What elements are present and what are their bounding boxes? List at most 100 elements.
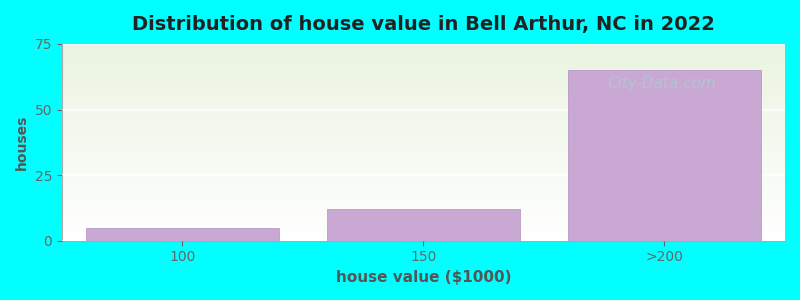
Bar — [62, 205, 785, 206]
Bar — [62, 79, 785, 80]
Bar — [62, 147, 785, 148]
Bar — [62, 187, 785, 188]
Bar — [62, 126, 785, 127]
Bar — [62, 120, 785, 121]
Bar — [62, 82, 785, 83]
Bar — [62, 99, 785, 100]
Bar — [62, 141, 785, 142]
Bar — [62, 182, 785, 183]
Bar — [62, 124, 785, 126]
Bar — [62, 145, 785, 146]
Bar — [62, 181, 785, 182]
Bar — [62, 116, 785, 117]
Bar — [62, 117, 785, 118]
Bar — [62, 152, 785, 153]
Bar — [62, 190, 785, 191]
Bar — [62, 142, 785, 143]
Bar — [62, 166, 785, 167]
Bar — [62, 184, 785, 186]
Bar — [62, 51, 785, 52]
Bar — [62, 211, 785, 212]
Bar — [62, 83, 785, 84]
Bar — [62, 232, 785, 233]
Bar — [62, 224, 785, 225]
Bar — [62, 72, 785, 74]
Bar — [62, 156, 785, 157]
Bar — [62, 74, 785, 75]
Bar — [62, 115, 785, 116]
Bar — [62, 48, 785, 49]
Bar — [62, 101, 785, 102]
Bar — [62, 92, 785, 93]
Bar — [62, 94, 785, 95]
Bar — [62, 204, 785, 205]
Bar — [62, 216, 785, 217]
Bar — [62, 85, 785, 86]
Bar — [62, 54, 785, 55]
Bar — [62, 63, 785, 64]
Bar — [62, 47, 785, 48]
Bar — [327, 209, 520, 241]
Bar — [62, 220, 785, 221]
Bar — [62, 200, 785, 201]
Bar — [62, 240, 785, 241]
Bar — [62, 80, 785, 81]
Bar — [62, 104, 785, 105]
Bar — [62, 170, 785, 171]
Bar — [62, 164, 785, 165]
Bar — [62, 122, 785, 123]
Bar — [62, 212, 785, 213]
Bar — [62, 75, 785, 76]
Bar — [62, 52, 785, 53]
Bar — [62, 146, 785, 147]
Bar — [86, 228, 278, 241]
Bar — [62, 167, 785, 168]
Bar — [62, 71, 785, 72]
Bar — [62, 162, 785, 163]
Bar — [62, 191, 785, 193]
Bar — [62, 215, 785, 216]
Bar — [62, 93, 785, 94]
Bar — [62, 188, 785, 189]
Bar — [62, 169, 785, 170]
Bar — [62, 157, 785, 158]
Bar — [62, 143, 785, 144]
Bar — [62, 168, 785, 169]
Y-axis label: houses: houses — [15, 115, 29, 170]
Bar — [62, 176, 785, 177]
Bar — [62, 90, 785, 91]
Bar — [62, 96, 785, 97]
Bar — [62, 154, 785, 155]
Bar — [62, 213, 785, 214]
Bar — [62, 229, 785, 230]
Bar — [62, 107, 785, 108]
Bar — [62, 163, 785, 164]
Bar — [62, 134, 785, 135]
Bar — [62, 87, 785, 88]
Bar — [62, 100, 785, 101]
Bar — [62, 130, 785, 131]
Bar — [62, 203, 785, 204]
Bar — [62, 91, 785, 92]
Bar — [62, 118, 785, 119]
Bar — [62, 111, 785, 112]
Bar — [62, 237, 785, 238]
Bar — [62, 202, 785, 203]
Bar — [62, 207, 785, 208]
Bar — [62, 50, 785, 51]
Bar — [62, 214, 785, 215]
Bar — [62, 193, 785, 194]
Bar — [62, 201, 785, 202]
Bar — [62, 227, 785, 228]
Bar — [62, 61, 785, 63]
Bar — [62, 210, 785, 211]
Bar — [62, 114, 785, 115]
Bar — [62, 233, 785, 234]
Bar — [62, 49, 785, 50]
Bar — [62, 198, 785, 200]
Bar — [62, 84, 785, 85]
Bar — [62, 135, 785, 136]
Bar — [62, 123, 785, 124]
Bar — [62, 206, 785, 207]
Bar — [62, 88, 785, 89]
